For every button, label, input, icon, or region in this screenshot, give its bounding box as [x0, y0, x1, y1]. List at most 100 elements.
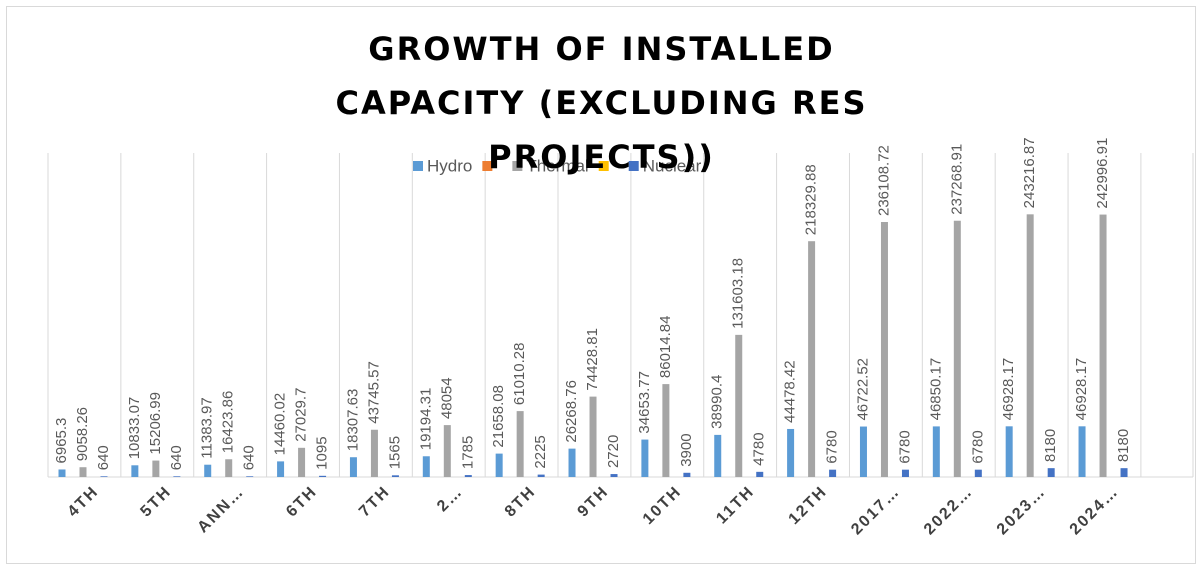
data-label: 242996.91 [1094, 138, 1111, 209]
x-tick-label: 10TH [640, 483, 685, 528]
bar [495, 453, 503, 477]
bar [246, 476, 254, 477]
data-label: 640 [241, 445, 258, 470]
bar [1026, 214, 1034, 477]
data-label: 86014.84 [657, 316, 674, 379]
x-tick-label: 6TH [283, 483, 321, 521]
bar [319, 475, 327, 477]
data-label: 218329.88 [803, 164, 820, 235]
bar [100, 476, 108, 477]
bar [131, 465, 139, 477]
data-label: 6780 [969, 430, 986, 463]
bar [422, 456, 430, 477]
data-label: 6965.3 [53, 418, 70, 464]
data-label: 18307.63 [344, 389, 361, 452]
data-label: 236108.72 [875, 145, 892, 216]
x-tick-label: ANN… [194, 483, 248, 537]
bar [953, 220, 961, 477]
bar [537, 474, 545, 477]
x-tick-label: 2022… [921, 483, 977, 539]
bar [932, 426, 940, 477]
data-label: 46722.52 [854, 358, 871, 421]
bar [787, 428, 795, 477]
bar [756, 471, 764, 477]
data-label: 46850.17 [927, 358, 944, 421]
x-tick-label: 2017… [848, 483, 904, 539]
bar [683, 472, 691, 477]
data-label: 131603.18 [730, 258, 747, 329]
bar [610, 474, 618, 477]
legend-swatch [482, 161, 493, 171]
bar [662, 384, 670, 477]
data-label: 8180 [1042, 429, 1059, 462]
chart-border [6, 6, 1196, 564]
bar [568, 448, 576, 477]
bar [859, 426, 867, 477]
bar [298, 447, 306, 477]
x-tick-label: 4TH [65, 483, 103, 521]
bar [204, 464, 212, 477]
data-label: 21658.08 [490, 385, 507, 448]
data-label: 4780 [751, 432, 768, 465]
x-tick-label: 11TH [713, 483, 758, 528]
data-label: 16423.86 [220, 391, 237, 454]
bar [1047, 468, 1055, 477]
data-label: 243216.87 [1021, 137, 1038, 208]
data-label: 6780 [824, 430, 841, 463]
data-label: 1095 [314, 436, 331, 469]
bar [880, 222, 888, 477]
bar [152, 460, 160, 477]
bar [391, 475, 399, 477]
data-label: 43745.57 [365, 361, 382, 424]
chart-title: GROWTH OF INSTALLED CAPACITY (EXCLUDING … [335, 30, 868, 176]
data-label: 640 [95, 445, 112, 470]
bar [714, 434, 722, 477]
legend-swatch [413, 161, 423, 171]
bar [901, 469, 909, 477]
data-label: 48054 [438, 377, 455, 419]
bar [516, 411, 524, 477]
legend-swatch [512, 161, 523, 171]
x-tick-label: 5TH [137, 483, 175, 521]
bar [1099, 214, 1107, 477]
data-label: 3900 [678, 433, 695, 466]
bar [1120, 468, 1128, 477]
x-tick-label: 7TH [356, 483, 394, 521]
data-label: 34653.77 [636, 371, 653, 434]
bar [808, 241, 816, 477]
data-label: 14460.02 [272, 393, 289, 456]
bar [1005, 426, 1013, 477]
bar [589, 396, 597, 477]
bar [464, 475, 472, 477]
x-tick-label: 2… [434, 483, 466, 515]
bar [349, 457, 357, 477]
x-tick-label: 2023… [994, 483, 1050, 539]
data-label: 9058.26 [74, 407, 91, 461]
bar [173, 476, 181, 477]
x-tick-label: 9TH [575, 483, 613, 521]
legend-label: Nuclear [643, 156, 702, 175]
bar [277, 461, 285, 477]
legend-label: Hydro [427, 156, 472, 175]
data-label: 11383.97 [199, 397, 216, 458]
bar [443, 425, 451, 477]
x-tick-label: 12TH [785, 483, 830, 528]
legend-swatch [628, 161, 639, 171]
data-label: 2720 [605, 435, 622, 468]
data-label: 38990.4 [709, 375, 726, 429]
bar [370, 429, 378, 477]
legend-label: Thermal [526, 156, 588, 175]
data-label: 74428.81 [584, 328, 601, 391]
bar [641, 439, 649, 477]
data-label: 15206.99 [147, 392, 164, 455]
data-label: 27029.7 [293, 388, 310, 442]
bar [79, 467, 87, 477]
bar [225, 459, 233, 477]
data-label: 237268.91 [948, 144, 965, 215]
x-tick-label: 2024… [1067, 483, 1123, 539]
data-label: 640 [168, 445, 185, 470]
data-label: 10833.07 [126, 397, 143, 460]
bar [829, 469, 837, 477]
data-label: 61010.28 [511, 343, 528, 406]
